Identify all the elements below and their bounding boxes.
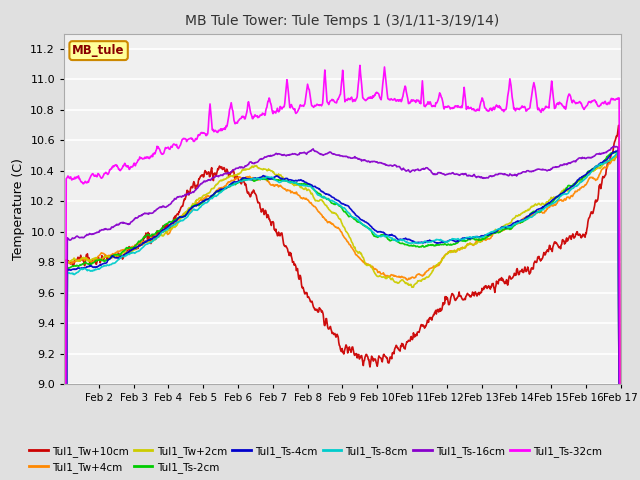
Legend: Tul1_Tw+10cm, Tul1_Tw+4cm, Tul1_Tw+2cm, Tul1_Ts-2cm, Tul1_Ts-4cm, Tul1_Ts-8cm, T: Tul1_Tw+10cm, Tul1_Tw+4cm, Tul1_Tw+2cm, …: [25, 442, 606, 477]
Title: MB Tule Tower: Tule Temps 1 (3/1/11-3/19/14): MB Tule Tower: Tule Temps 1 (3/1/11-3/19…: [185, 14, 500, 28]
Y-axis label: Temperature (C): Temperature (C): [12, 158, 25, 260]
Text: MB_tule: MB_tule: [72, 44, 125, 57]
